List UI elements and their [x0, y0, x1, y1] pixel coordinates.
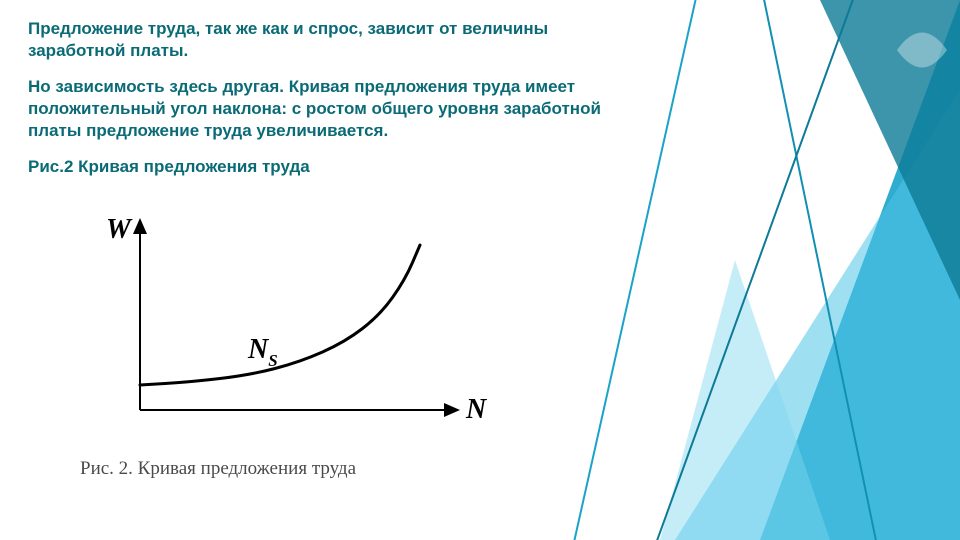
- paragraph-1: Предложение труда, так же как и спрос, з…: [28, 18, 648, 62]
- supply-curve-chart: W N NS: [80, 210, 500, 450]
- chart-container: W N NS Рис. 2. Кривая предложения труда: [80, 210, 580, 480]
- slide: Предложение труда, так же как и спрос, з…: [0, 0, 960, 540]
- text-content: Предложение труда, так же как и спрос, з…: [28, 18, 648, 193]
- chart-caption: Рис. 2. Кривая предложения труда: [80, 458, 580, 480]
- paragraph-3: Рис.2 Кривая предложения труда: [28, 156, 648, 178]
- svg-text:NS: NS: [247, 334, 278, 370]
- svg-text:N: N: [465, 394, 488, 425]
- paragraph-2: Но зависимость здесь другая. Кривая пред…: [28, 76, 648, 142]
- svg-text:W: W: [106, 214, 133, 245]
